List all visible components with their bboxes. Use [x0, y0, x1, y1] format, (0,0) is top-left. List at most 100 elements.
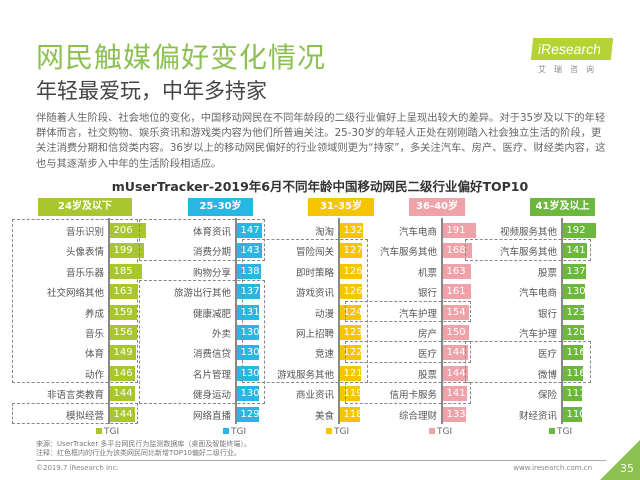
legend-label: TGI: [334, 427, 350, 437]
bar: 122: [339, 345, 363, 361]
category-label: 机票: [417, 267, 437, 279]
category-label: 音乐识别: [65, 227, 104, 238]
category-label: 竞速: [314, 349, 334, 361]
bar: 144: [109, 386, 135, 402]
category-label: 银行: [537, 308, 557, 320]
bar: 124: [339, 304, 363, 320]
note-text: 注释：红色框内的行业为该类网民同比新增TOP10偏好二级行业。: [36, 449, 241, 457]
chart-title: mUserTracker-2019年6月不同年龄中国移动网民二级行业偏好TOP1…: [111, 179, 529, 194]
bar: 149: [109, 345, 136, 361]
page-title: 网民触媒偏好变化情况: [36, 41, 327, 74]
category-label: 网络直播: [192, 410, 231, 422]
category-label: 美食: [314, 410, 334, 422]
bar: 146: [109, 365, 136, 381]
category-label: 医疗: [537, 349, 557, 361]
bar: 126: [339, 263, 363, 279]
category-label: 汽车服务其他: [379, 247, 437, 259]
bar: 191: [442, 223, 476, 238]
legend-label: TGI: [437, 427, 453, 437]
category-label: 消费信贷: [192, 349, 231, 361]
bar: 130: [236, 386, 260, 402]
legend: TGI: [326, 427, 349, 437]
category-label: 消费分期: [192, 247, 231, 259]
bar: 119: [339, 386, 363, 402]
category-label: 网上招聘: [295, 329, 334, 340]
category-label: 音乐乐器: [65, 267, 104, 279]
highlight-box: [12, 219, 138, 384]
category-label: 汽车护理: [398, 308, 437, 320]
category-label: 财经资讯: [518, 410, 557, 422]
category-label: 保险: [537, 390, 557, 402]
bar: 154: [442, 304, 470, 320]
bar: 150: [442, 325, 469, 340]
category-label: 游戏资讯: [295, 288, 334, 300]
highlight-box: [345, 300, 471, 322]
legend: TGI: [429, 427, 452, 437]
bar: 192: [562, 223, 597, 238]
page-number: 35: [620, 462, 634, 475]
page-corner-decoration: [600, 440, 640, 480]
category-label: 股票: [417, 369, 437, 381]
bar: 156: [109, 325, 137, 340]
category-label: 社交网络其他: [46, 288, 104, 300]
highlight-box: [12, 402, 138, 424]
category-label: 养成: [84, 308, 104, 320]
category-label: 淘淘: [314, 227, 334, 238]
bar: 129: [236, 406, 260, 422]
bar: 147: [236, 223, 263, 238]
category-label: 商业资讯: [295, 390, 334, 402]
category-label: 模拟经营: [65, 410, 104, 422]
legend: TGI: [223, 427, 246, 437]
bar: 126: [339, 284, 363, 300]
category-label: 体育: [84, 349, 104, 361]
category-label: 微博: [537, 369, 557, 381]
logo-subtitle: 艾瑞咨询: [538, 65, 602, 74]
bar: 137: [562, 263, 587, 279]
category-label: 音乐: [84, 329, 104, 340]
category-label: 非语言类教育: [46, 390, 104, 402]
bar: 116: [562, 345, 586, 361]
category-label: 综合理财: [398, 410, 437, 422]
category-label: 汽车电商: [518, 288, 557, 300]
legend-label: TGI: [104, 427, 120, 437]
axis-line: [561, 218, 563, 424]
highlight-box: [465, 239, 591, 261]
bar: 132: [339, 223, 363, 238]
page-subtitle: 年轻最爱玩，中年多持家: [36, 79, 267, 103]
bar: 123: [339, 325, 363, 340]
bar: 116: [562, 365, 586, 381]
bar: 161: [442, 284, 471, 300]
axis-line: [108, 218, 110, 424]
legend-label: TGI: [231, 427, 247, 437]
bar: 163: [442, 263, 472, 279]
group-header: 24岁及以下: [38, 198, 132, 216]
category-label: 外卖: [211, 329, 231, 340]
category-label: 医疗: [417, 349, 437, 361]
highlight-box: [345, 341, 471, 363]
highlight-box: [242, 239, 368, 384]
footer-divider: [36, 460, 606, 461]
category-label: 健康减肥: [192, 308, 231, 320]
bar: 118: [339, 406, 363, 422]
category-label: 信用卡服务: [389, 390, 437, 402]
highlight-box: [465, 341, 591, 384]
bar: 185: [109, 263, 142, 279]
category-label: 健身运动: [192, 390, 231, 402]
category-label: 购物分享: [192, 267, 231, 279]
category-label: 名片管理: [192, 369, 231, 381]
category-label: 汽车电商: [398, 227, 437, 238]
bar: 144: [442, 345, 468, 361]
group-header: 36-40岁: [409, 198, 465, 216]
source-text: 来源：UserTracker 多平台网民行为监测数据库（桌面及智能终端）。: [36, 440, 251, 448]
legend-swatch: [429, 428, 435, 434]
highlight-box: [345, 382, 471, 404]
bar: 163: [109, 284, 139, 300]
legend-swatch: [326, 428, 332, 434]
bar: 206: [109, 223, 146, 238]
bar: 130: [562, 284, 586, 300]
bar: 111: [562, 386, 586, 402]
source-notes: 来源：UserTracker 多平台网民行为监测数据库（桌面及智能终端）。 注释：…: [36, 440, 251, 458]
bar: 141: [562, 243, 588, 259]
category-label: 动漫: [314, 308, 334, 320]
bar: 141: [442, 386, 468, 402]
